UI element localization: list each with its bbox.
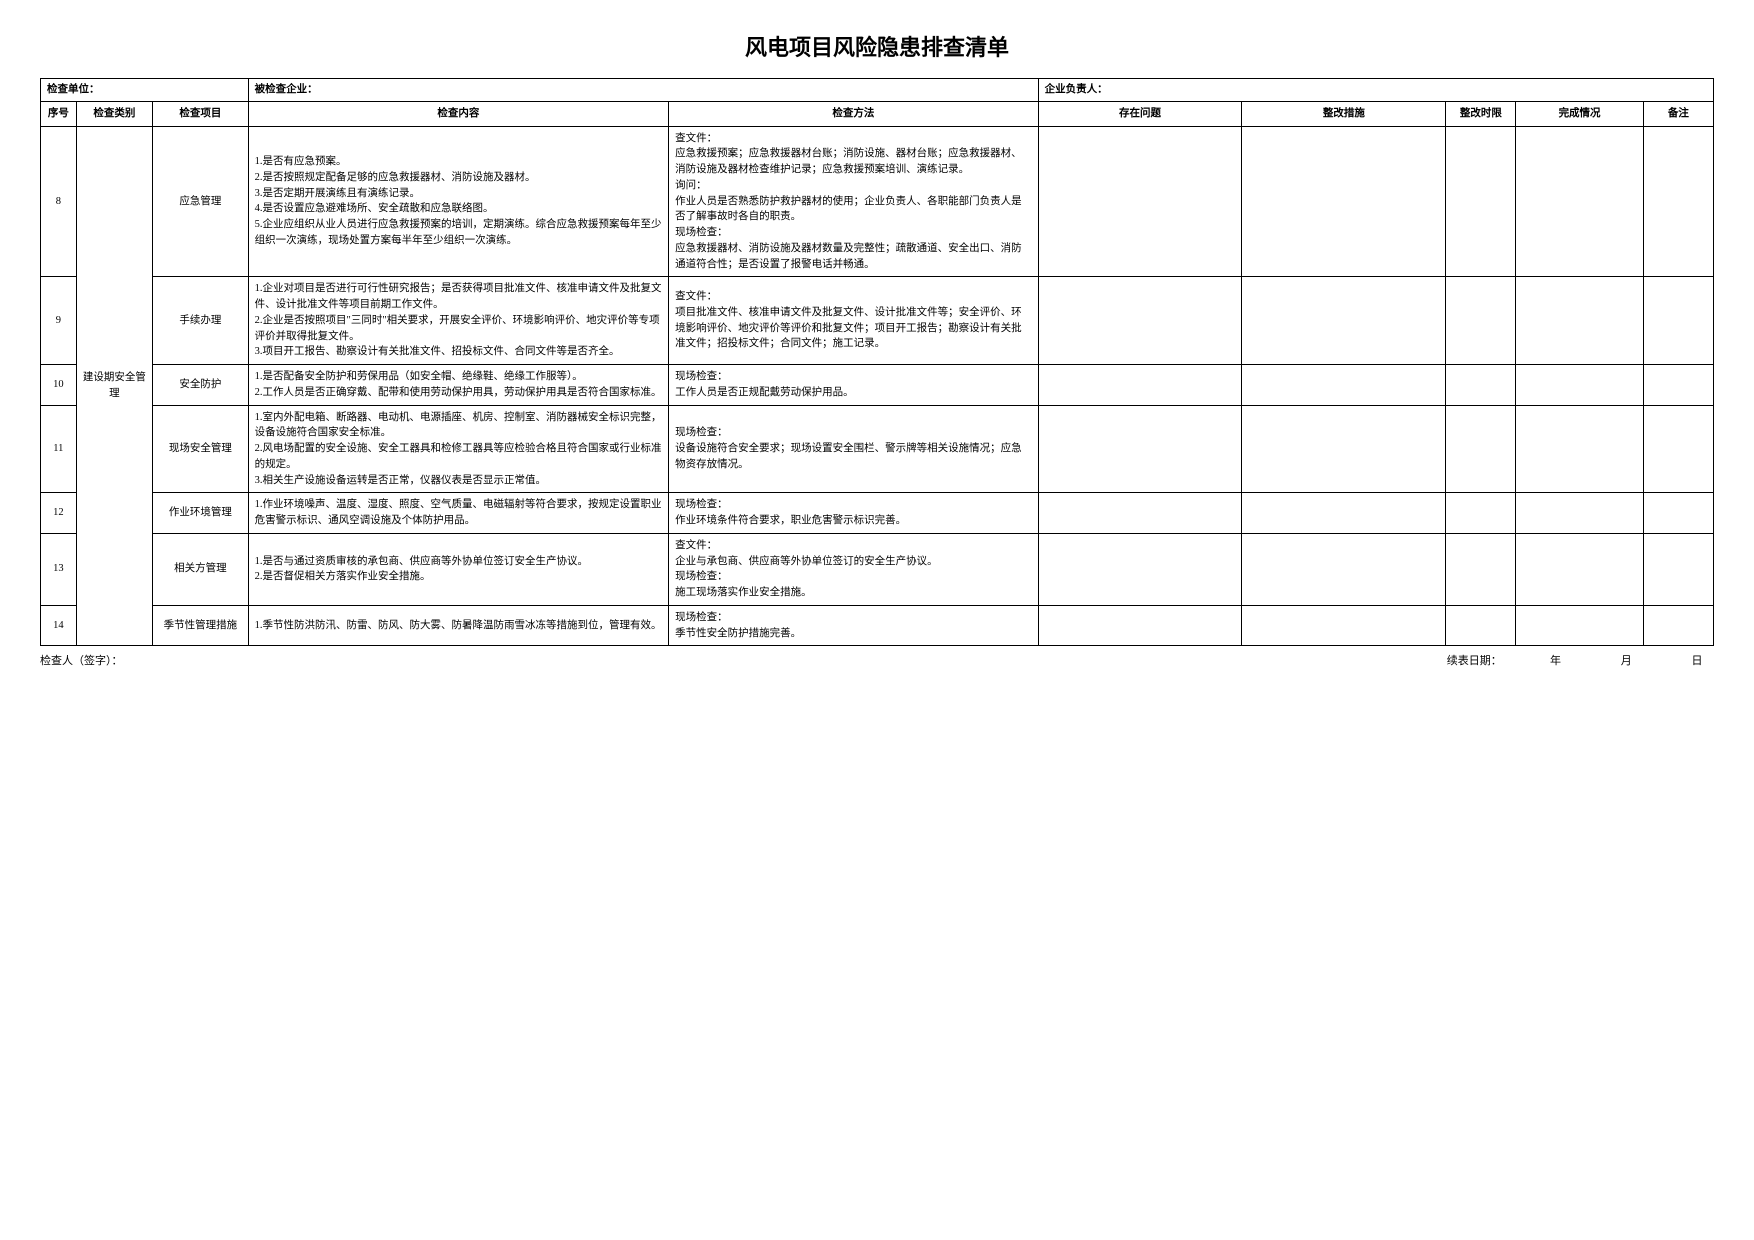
enterprise-leader-label: 企业负责人： xyxy=(1038,79,1713,102)
cell-done xyxy=(1516,405,1643,493)
cell-method: 查文件：企业与承包商、供应商等外协单位签订的安全生产协议。现场检查：施工现场落实… xyxy=(669,533,1038,605)
cell-problem xyxy=(1038,405,1242,493)
cell-seq: 13 xyxy=(41,533,77,605)
cell-deadline xyxy=(1446,605,1516,646)
cell-done xyxy=(1516,493,1643,534)
cell-content: 1.是否配备安全防护和劳保用品（如安全帽、绝缘鞋、绝缘工作服等）。2.工作人员是… xyxy=(248,365,668,406)
cell-method: 查文件：应急救援预案；应急救援器材台账；消防设施、器材台账；应急救援器材、消防设… xyxy=(669,126,1038,277)
cell-done xyxy=(1516,277,1643,365)
cell-item: 相关方管理 xyxy=(153,533,249,605)
cell-measure xyxy=(1242,405,1446,493)
cell-item: 手续办理 xyxy=(153,277,249,365)
cell-deadline xyxy=(1446,126,1516,277)
col-measure: 整改措施 xyxy=(1242,101,1446,126)
table-row: 13 相关方管理 1.是否与通过资质审核的承包商、供应商等外协单位签订安全生产协… xyxy=(41,533,1714,605)
year-label: 年 xyxy=(1539,652,1573,668)
cell-content: 1.室内外配电箱、断路器、电动机、电源插座、机房、控制室、消防器械安全标识完整，… xyxy=(248,405,668,493)
col-done: 完成情况 xyxy=(1516,101,1643,126)
cell-deadline xyxy=(1446,405,1516,493)
cell-problem xyxy=(1038,277,1242,365)
month-label: 月 xyxy=(1609,652,1643,668)
cell-content: 1.是否有应急预案。2.是否按照规定配备足够的应急救援器材、消防设施及器材。3.… xyxy=(248,126,668,277)
page-title: 风电项目风险隐患排查清单 xyxy=(40,30,1714,62)
cell-deadline xyxy=(1446,493,1516,534)
cell-item: 季节性管理措施 xyxy=(153,605,249,646)
cell-seq: 11 xyxy=(41,405,77,493)
cell-content: 1.是否与通过资质审核的承包商、供应商等外协单位签订安全生产协议。2.是否督促相… xyxy=(248,533,668,605)
cell-item: 现场安全管理 xyxy=(153,405,249,493)
cell-method: 现场检查：工作人员是否正规配戴劳动保护用品。 xyxy=(669,365,1038,406)
table-row: 12 作业环境管理 1.作业环境噪声、温度、湿度、照度、空气质量、电磁辐射等符合… xyxy=(41,493,1714,534)
cell-seq: 10 xyxy=(41,365,77,406)
cell-done xyxy=(1516,365,1643,406)
table-row: 14 季节性管理措施 1.季节性防洪防汛、防雷、防风、防大雾、防暑降温防雨雪冰冻… xyxy=(41,605,1714,646)
cell-note xyxy=(1643,605,1713,646)
cell-method: 现场检查：作业环境条件符合要求，职业危害警示标识完善。 xyxy=(669,493,1038,534)
meta-row: 检查单位： 被检查企业： 企业负责人： xyxy=(41,79,1714,102)
cell-problem xyxy=(1038,365,1242,406)
cell-content: 1.季节性防洪防汛、防雷、防风、防大雾、防暑降温防雨雪冰冻等措施到位，管理有效。 xyxy=(248,605,668,646)
cell-problem xyxy=(1038,533,1242,605)
cell-deadline xyxy=(1446,365,1516,406)
table-row: 9 手续办理 1.企业对项目是否进行可行性研究报告；是否获得项目批准文件、核准申… xyxy=(41,277,1714,365)
cell-content: 1.作业环境噪声、温度、湿度、照度、空气质量、电磁辐射等符合要求，按规定设置职业… xyxy=(248,493,668,534)
cell-item: 安全防护 xyxy=(153,365,249,406)
header-row: 序号 检查类别 检查项目 检查内容 检查方法 存在问题 整改措施 整改时限 完成… xyxy=(41,101,1714,126)
cell-done xyxy=(1516,533,1643,605)
cell-content: 1.企业对项目是否进行可行性研究报告；是否获得项目批准文件、核准申请文件及批复文… xyxy=(248,277,668,365)
cell-measure xyxy=(1242,365,1446,406)
cell-deadline xyxy=(1446,277,1516,365)
cell-seq: 14 xyxy=(41,605,77,646)
col-item: 检查项目 xyxy=(153,101,249,126)
cell-method: 现场检查：季节性安全防护措施完善。 xyxy=(669,605,1038,646)
table-row: 10 安全防护 1.是否配备安全防护和劳保用品（如安全帽、绝缘鞋、绝缘工作服等）… xyxy=(41,365,1714,406)
cell-measure xyxy=(1242,605,1446,646)
cell-measure xyxy=(1242,277,1446,365)
cell-method: 查文件：项目批准文件、核准申请文件及批复文件、设计批准文件等；安全评价、环境影响… xyxy=(669,277,1038,365)
cell-item: 应急管理 xyxy=(153,126,249,277)
cell-method: 现场检查：设备设施符合安全要求；现场设置安全围栏、警示牌等相关设施情况；应急物资… xyxy=(669,405,1038,493)
col-seq: 序号 xyxy=(41,101,77,126)
cell-note xyxy=(1643,533,1713,605)
cell-seq: 8 xyxy=(41,126,77,277)
cell-problem xyxy=(1038,605,1242,646)
col-category: 检查类别 xyxy=(76,101,152,126)
col-content: 检查内容 xyxy=(248,101,668,126)
cell-deadline xyxy=(1446,533,1516,605)
cell-done xyxy=(1516,605,1643,646)
cell-measure xyxy=(1242,493,1446,534)
col-deadline: 整改时限 xyxy=(1446,101,1516,126)
date-area: 续表日期： 年 月 日 xyxy=(1447,652,1714,668)
cell-problem xyxy=(1038,493,1242,534)
col-method: 检查方法 xyxy=(669,101,1038,126)
cell-done xyxy=(1516,126,1643,277)
checker-label: 检查人（签字）： xyxy=(40,652,123,668)
col-problem: 存在问题 xyxy=(1038,101,1242,126)
day-label: 日 xyxy=(1680,652,1714,668)
table-row: 8 建设期安全管理 应急管理 1.是否有应急预案。2.是否按照规定配备足够的应急… xyxy=(41,126,1714,277)
cell-note xyxy=(1643,405,1713,493)
checklist-table: 检查单位： 被检查企业： 企业负责人： 序号 检查类别 检查项目 检查内容 检查… xyxy=(40,78,1714,646)
cell-seq: 9 xyxy=(41,277,77,365)
footer: 检查人（签字）： 续表日期： 年 月 日 xyxy=(40,652,1714,668)
cell-category: 建设期安全管理 xyxy=(76,126,152,646)
check-unit-label: 检查单位： xyxy=(41,79,249,102)
cell-item: 作业环境管理 xyxy=(153,493,249,534)
table-row: 11 现场安全管理 1.室内外配电箱、断路器、电动机、电源插座、机房、控制室、消… xyxy=(41,405,1714,493)
cell-problem xyxy=(1038,126,1242,277)
cell-measure xyxy=(1242,533,1446,605)
checked-enterprise-label: 被检查企业： xyxy=(248,79,1038,102)
cell-seq: 12 xyxy=(41,493,77,534)
cell-note xyxy=(1643,126,1713,277)
col-note: 备注 xyxy=(1643,101,1713,126)
cell-note xyxy=(1643,365,1713,406)
date-label: 续表日期： xyxy=(1447,652,1502,668)
cell-measure xyxy=(1242,126,1446,277)
cell-note xyxy=(1643,493,1713,534)
cell-note xyxy=(1643,277,1713,365)
